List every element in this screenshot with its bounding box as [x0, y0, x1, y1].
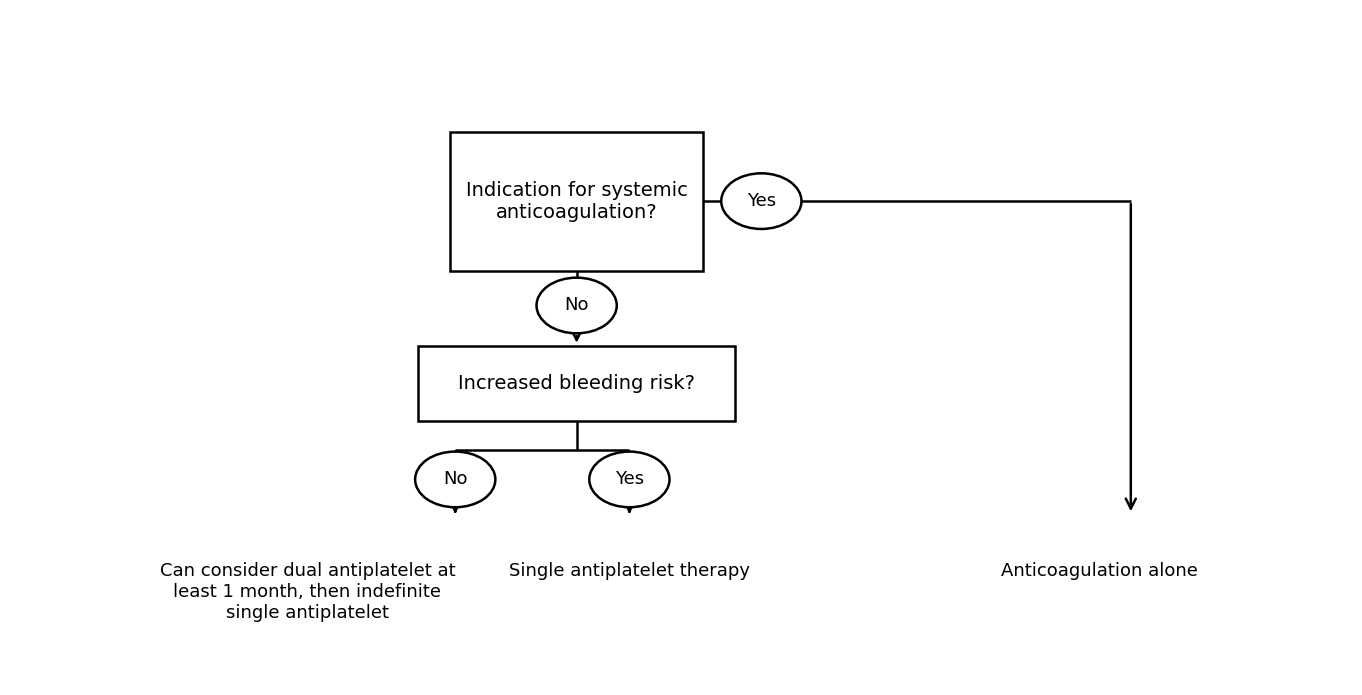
FancyBboxPatch shape [449, 131, 703, 270]
Ellipse shape [722, 173, 801, 229]
Text: Single antiplatelet therapy: Single antiplatelet therapy [509, 562, 750, 580]
Ellipse shape [537, 278, 617, 334]
Text: Anticoagulation alone: Anticoagulation alone [1001, 562, 1197, 580]
Ellipse shape [415, 452, 496, 507]
Text: Yes: Yes [746, 192, 776, 210]
Text: No: No [443, 471, 467, 489]
FancyBboxPatch shape [418, 345, 735, 420]
Text: Can consider dual antiplatelet at
least 1 month, then indefinite
single antiplat: Can consider dual antiplatelet at least … [159, 562, 455, 622]
Text: No: No [564, 297, 588, 314]
Text: Yes: Yes [614, 471, 644, 489]
Text: Increased bleeding risk?: Increased bleeding risk? [458, 374, 695, 393]
Text: Indication for systemic
anticoagulation?: Indication for systemic anticoagulation? [466, 181, 688, 222]
Ellipse shape [590, 452, 670, 507]
